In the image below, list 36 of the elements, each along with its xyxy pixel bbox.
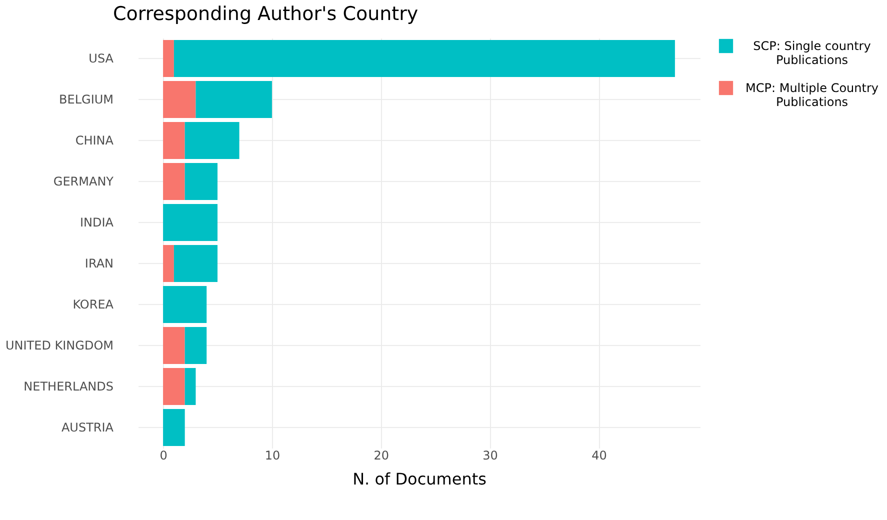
legend-label: SCP: Single country Publications xyxy=(753,39,871,67)
x-axis-title: N. of Documents xyxy=(352,470,486,488)
y-tick-label: AUSTRIA xyxy=(61,420,114,434)
bar xyxy=(184,368,196,405)
bar xyxy=(184,122,240,159)
bar xyxy=(174,40,675,77)
x-tick-label: 40 xyxy=(592,448,607,462)
bar xyxy=(163,409,185,446)
bar xyxy=(196,81,272,118)
bar xyxy=(163,204,218,241)
x-tick-label: 20 xyxy=(374,448,390,462)
y-tick-label: IRAN xyxy=(84,256,114,270)
y-tick-label: USA xyxy=(88,52,114,66)
bar xyxy=(184,163,218,200)
bar xyxy=(163,327,185,364)
bar xyxy=(163,286,207,323)
legend-label: MCP: Multiple Country Publications xyxy=(746,81,878,109)
bar xyxy=(184,327,207,364)
bar xyxy=(174,245,218,282)
bar xyxy=(163,40,174,77)
x-tick-label: 10 xyxy=(264,448,280,462)
y-tick-label: GERMANY xyxy=(53,174,114,188)
bar xyxy=(163,368,185,405)
bar xyxy=(163,245,174,282)
y-tick-label: BELGIUM xyxy=(59,92,114,106)
bar xyxy=(163,163,185,200)
x-tick-label: 0 xyxy=(160,448,168,462)
y-tick-label: NETHERLANDS xyxy=(24,380,114,394)
bar xyxy=(163,122,185,159)
y-tick-label: KOREA xyxy=(72,298,114,312)
y-tick-label: UNITED KINGDOM xyxy=(6,338,114,352)
x-tick-label: 30 xyxy=(482,448,498,462)
bar xyxy=(163,81,196,118)
chart-title: Corresponding Author's Country xyxy=(113,3,418,25)
y-tick-label: CHINA xyxy=(75,134,114,148)
y-tick-label: INDIA xyxy=(80,216,114,230)
